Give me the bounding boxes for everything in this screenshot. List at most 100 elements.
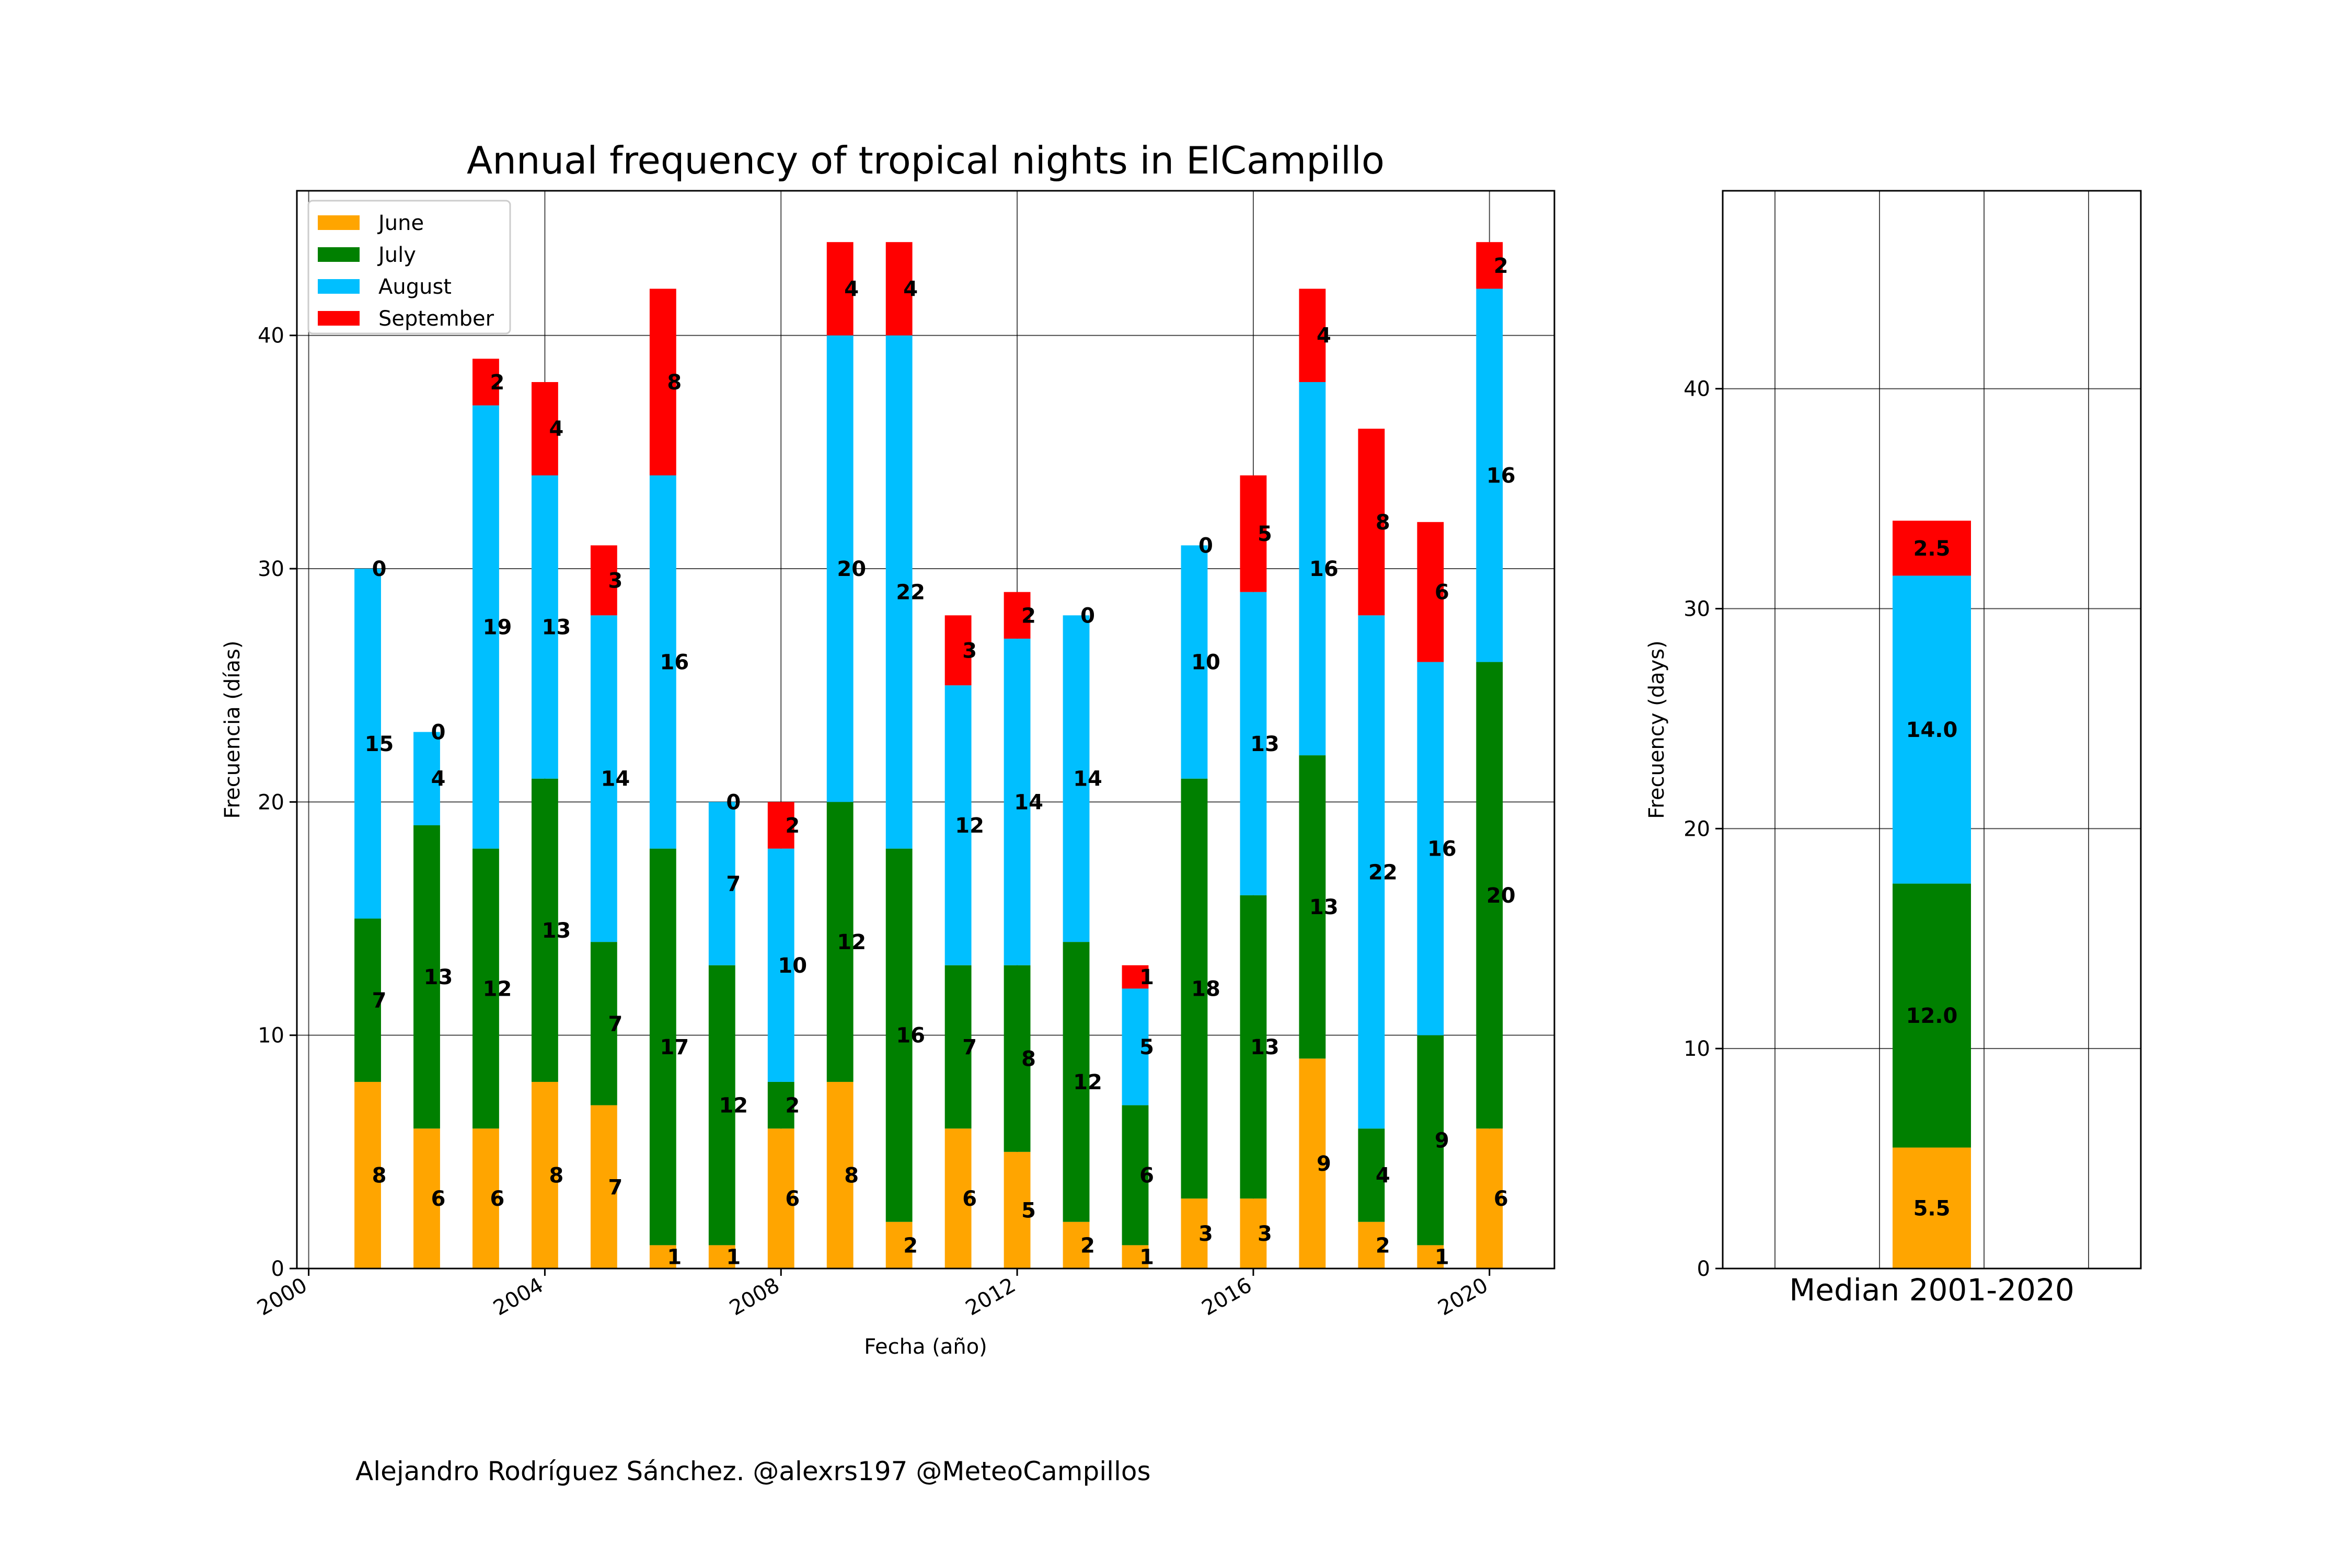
bar-value-label: 8	[549, 1163, 564, 1187]
bar-value-label: 4	[431, 767, 446, 791]
bar-segment-august	[354, 569, 381, 919]
bar-segment-july	[1181, 778, 1208, 1199]
bar-segment-june	[1299, 1058, 1326, 1269]
median-value-label: 2.5	[1913, 537, 1951, 561]
bar-value-label: 7	[608, 1175, 622, 1200]
main-x-tick-label: 2012	[962, 1273, 1020, 1321]
bar-value-label: 0	[726, 790, 741, 814]
median-plot-frame	[1722, 190, 2142, 1270]
bar-segment-june	[1122, 1245, 1149, 1269]
bar-value-label: 22	[896, 581, 925, 605]
legend-label-september: September	[378, 307, 494, 331]
median-value-label: 12.0	[1906, 1004, 1958, 1028]
bar-value-label: 20	[837, 557, 866, 581]
main-x-axis-label: Fecha (año)	[864, 1335, 987, 1359]
bar-segment-august	[1299, 382, 1326, 756]
bar-value-label: 7	[962, 1035, 977, 1059]
bar-value-label: 4	[1376, 1163, 1390, 1187]
main-plot-frame	[296, 190, 1555, 1270]
bar-value-label: 6	[785, 1187, 800, 1211]
bar-value-label: 8	[667, 371, 682, 395]
bar-segment-june	[826, 1081, 854, 1269]
bar-value-label: 8	[1376, 511, 1390, 535]
bar-segment-june	[708, 1245, 735, 1269]
bar-segment-june	[1417, 1245, 1444, 1269]
bar-segment-june	[767, 1128, 794, 1269]
bar-value-label: 19	[483, 616, 512, 640]
bar-segment-july	[885, 848, 913, 1222]
bar-segment-september	[1122, 965, 1149, 989]
bar-value-label: 3	[608, 569, 622, 593]
bar-segment-july	[1417, 1035, 1444, 1246]
bar-value-label: 13	[424, 965, 453, 989]
bar-value-label: 20	[1486, 884, 1516, 908]
bar-value-label: 0	[372, 557, 387, 581]
bar-value-label: 15	[365, 732, 394, 756]
bar-value-label: 7	[608, 1012, 622, 1036]
bar-segment-june	[649, 1245, 676, 1269]
bar-value-label: 16	[896, 1024, 925, 1048]
bar-value-label: 16	[1427, 837, 1457, 861]
bar-value-label: 2	[1021, 604, 1036, 628]
bar-segment-august	[885, 335, 913, 849]
bar-value-label: 6	[1139, 1163, 1154, 1187]
bar-value-label: 13	[542, 616, 571, 640]
bar-segment-june	[944, 1128, 972, 1269]
bar-segment-august	[1004, 638, 1031, 965]
median-y-axis-label: Frecuency (days)	[1645, 640, 1669, 819]
bar-value-label: 4	[903, 277, 918, 301]
main-bars	[354, 242, 1503, 1269]
bar-value-label: 6	[490, 1187, 505, 1211]
bar-segment-june	[532, 1081, 558, 1269]
bar-value-label: 2	[903, 1233, 918, 1258]
bar-segment-june	[413, 1128, 440, 1269]
main-y-tick-label: 20	[258, 790, 284, 814]
legend-label-august: August	[378, 275, 452, 299]
bar-value-label: 14	[601, 767, 630, 791]
bar-segment-september	[944, 615, 972, 686]
bar-segment-july	[944, 965, 972, 1129]
bar-segment-june	[1240, 1198, 1267, 1269]
bar-value-label: 17	[660, 1035, 689, 1059]
main-y-axis-label: Frecuencia (días)	[221, 641, 245, 819]
bar-segment-september	[472, 359, 499, 406]
bar-segment-august	[472, 405, 499, 849]
bar-segment-july	[590, 942, 617, 1105]
main-y-tick-label: 0	[271, 1257, 284, 1281]
bar-segment-june	[885, 1221, 913, 1269]
bar-segment-july	[1299, 755, 1326, 1059]
median-y-tick-label: 10	[1684, 1037, 1710, 1061]
bar-segment-august	[944, 685, 972, 965]
bar-value-label: 14	[1014, 790, 1043, 814]
legend-label-june: June	[377, 211, 424, 235]
bar-value-label: 4	[1317, 324, 1331, 348]
bar-segment-september	[1476, 242, 1503, 289]
bar-segment-september	[1358, 429, 1385, 616]
bar-segment-september	[885, 242, 913, 336]
bar-segment-june	[590, 1105, 617, 1269]
bar-segment-july	[767, 1081, 794, 1129]
legend-swatch-september	[318, 311, 360, 326]
legend-frame	[307, 200, 511, 335]
bar-segment-june	[1358, 1221, 1385, 1269]
bar-segment-june	[1476, 1128, 1503, 1269]
bar-value-label: 2	[785, 1094, 800, 1118]
bar-value-label: 8	[844, 1163, 859, 1187]
median-y-tick-label: 40	[1684, 377, 1710, 401]
bar-segment-august	[1417, 662, 1444, 1035]
chart-legend: June July August September	[307, 200, 511, 335]
median-data-labels: 5.5 12.0 14.0 2.5	[1906, 537, 1958, 1220]
bar-value-label: 16	[1486, 464, 1516, 488]
main-chart-title: Annual frequency of tropical nights in E…	[467, 139, 1385, 182]
bar-value-label: 16	[1309, 557, 1339, 581]
bar-segment-july	[354, 918, 381, 1082]
bar-segment-july	[1122, 1105, 1149, 1246]
bar-value-label: 5	[1258, 522, 1272, 546]
bar-value-label: 10	[778, 954, 807, 978]
bar-segment-august	[826, 335, 854, 802]
bar-value-label: 22	[1368, 860, 1398, 884]
bar-value-label: 9	[1317, 1152, 1331, 1176]
bar-value-label: 9	[1435, 1129, 1449, 1153]
bar-segment-august	[708, 802, 735, 965]
bar-segment-august	[413, 732, 440, 825]
